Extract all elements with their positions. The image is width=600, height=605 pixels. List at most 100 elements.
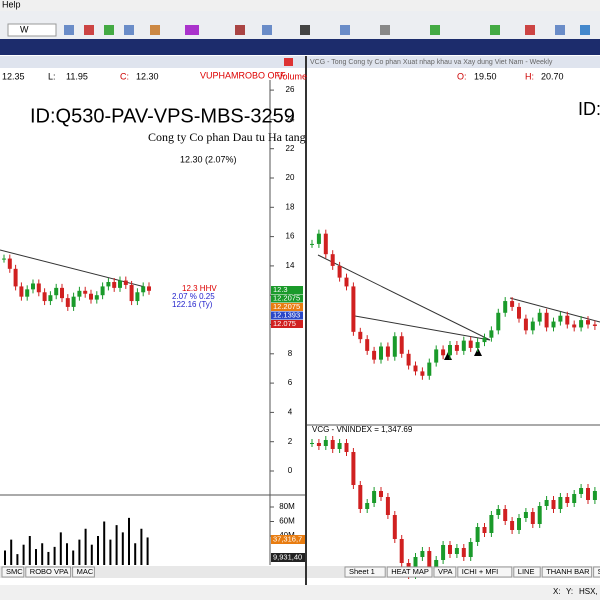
candle: [441, 349, 446, 356]
trendline: [354, 315, 491, 341]
tab[interactable]: [344, 566, 386, 578]
candle: [454, 345, 459, 351]
candle: [77, 290, 82, 297]
volume-bar: [134, 543, 137, 565]
candle: [7, 258, 12, 269]
candle: [54, 287, 59, 296]
candle: [586, 488, 590, 500]
y-tick-label: 4: [288, 408, 293, 417]
status: X:: [553, 587, 561, 596]
y-tick-label: 22: [286, 144, 295, 153]
candle: [379, 346, 383, 360]
price-tag-box: [271, 320, 303, 328]
candle: [112, 282, 117, 288]
tab-label: ROBO VPA: [30, 567, 69, 576]
tab[interactable]: [593, 566, 600, 578]
tab-label: SMC: [6, 567, 23, 576]
tab[interactable]: [1, 566, 25, 578]
close-button[interactable]: [284, 58, 293, 66]
candle: [323, 233, 328, 255]
tab[interactable]: [433, 566, 457, 578]
tab-label: LINE: [518, 567, 535, 576]
candle: [123, 280, 128, 285]
candle: [372, 350, 377, 360]
volume-bar: [140, 528, 143, 565]
candle: [344, 277, 349, 287]
candle: [2, 258, 6, 260]
tab[interactable]: [386, 566, 433, 578]
volume-bar: [28, 536, 31, 565]
tab[interactable]: [541, 566, 593, 578]
candle: [385, 497, 390, 515]
candle: [468, 542, 473, 557]
y-tick-label: 8: [288, 349, 293, 358]
tab-label: ICHI + MFI: [462, 567, 498, 576]
candle: [572, 324, 577, 328]
close-value: 12.30: [136, 71, 159, 81]
status: Y:: [566, 587, 573, 596]
interval-combo[interactable]: [7, 23, 57, 37]
candle: [89, 293, 93, 300]
tab[interactable]: [513, 566, 541, 578]
candle: [392, 336, 397, 357]
candle: [385, 346, 390, 357]
y-tick-label: 0: [288, 466, 293, 475]
candle: [129, 284, 134, 302]
volume-bar: [4, 550, 6, 565]
volume-bar: [53, 546, 56, 565]
candle: [413, 557, 418, 575]
candle: [475, 342, 480, 348]
candle: [427, 551, 432, 569]
candle: [420, 551, 425, 557]
candle: [141, 286, 146, 293]
volume-bar: [35, 549, 37, 565]
price-tag: 12.3: [273, 285, 288, 294]
candle: [537, 312, 542, 322]
candle: [565, 497, 570, 503]
candle: [65, 298, 70, 307]
tab[interactable]: [72, 566, 95, 578]
candle: [468, 340, 473, 348]
tab[interactable]: [457, 566, 513, 578]
y-tick-label: 20: [286, 173, 295, 182]
price-tag: 12.2075: [273, 293, 300, 302]
candle: [489, 515, 494, 533]
candle: [475, 527, 480, 542]
candle: [461, 340, 466, 351]
y-tick-label: 24: [286, 115, 295, 124]
candle: [42, 292, 47, 302]
trendline: [509, 297, 600, 323]
candle: [572, 494, 577, 503]
candle: [13, 268, 18, 287]
candle: [330, 440, 335, 449]
candle: [365, 503, 370, 509]
candle: [496, 312, 501, 331]
candle: [461, 548, 466, 557]
candle: [365, 339, 370, 351]
annotation: 12.3 HHV: [182, 284, 217, 293]
candle: [310, 243, 314, 245]
high-label: H:: [525, 71, 534, 81]
tab[interactable]: [25, 566, 72, 578]
tab-label: HEAT MAP: [391, 567, 429, 576]
candle: [118, 280, 122, 288]
candle: [530, 321, 535, 331]
tab-label: VPA: [438, 567, 452, 576]
volume-bar: [16, 554, 19, 565]
price-tag: 12.1393: [273, 310, 300, 319]
y-tick-label: 16: [286, 232, 295, 241]
candle: [503, 301, 508, 313]
candle: [551, 321, 556, 328]
volume-bar: [146, 537, 149, 565]
candle: [517, 306, 521, 319]
menu-help[interactable]: Help: [2, 0, 21, 9]
candle: [310, 443, 314, 444]
y-tick-label: 6: [288, 378, 293, 387]
candle: [510, 521, 515, 530]
candle: [537, 506, 542, 524]
candle: [351, 452, 356, 485]
candle: [565, 315, 570, 325]
watermark: ID:: [578, 99, 600, 119]
change: 12.30 (2.07%): [180, 154, 237, 164]
candle: [106, 282, 111, 287]
